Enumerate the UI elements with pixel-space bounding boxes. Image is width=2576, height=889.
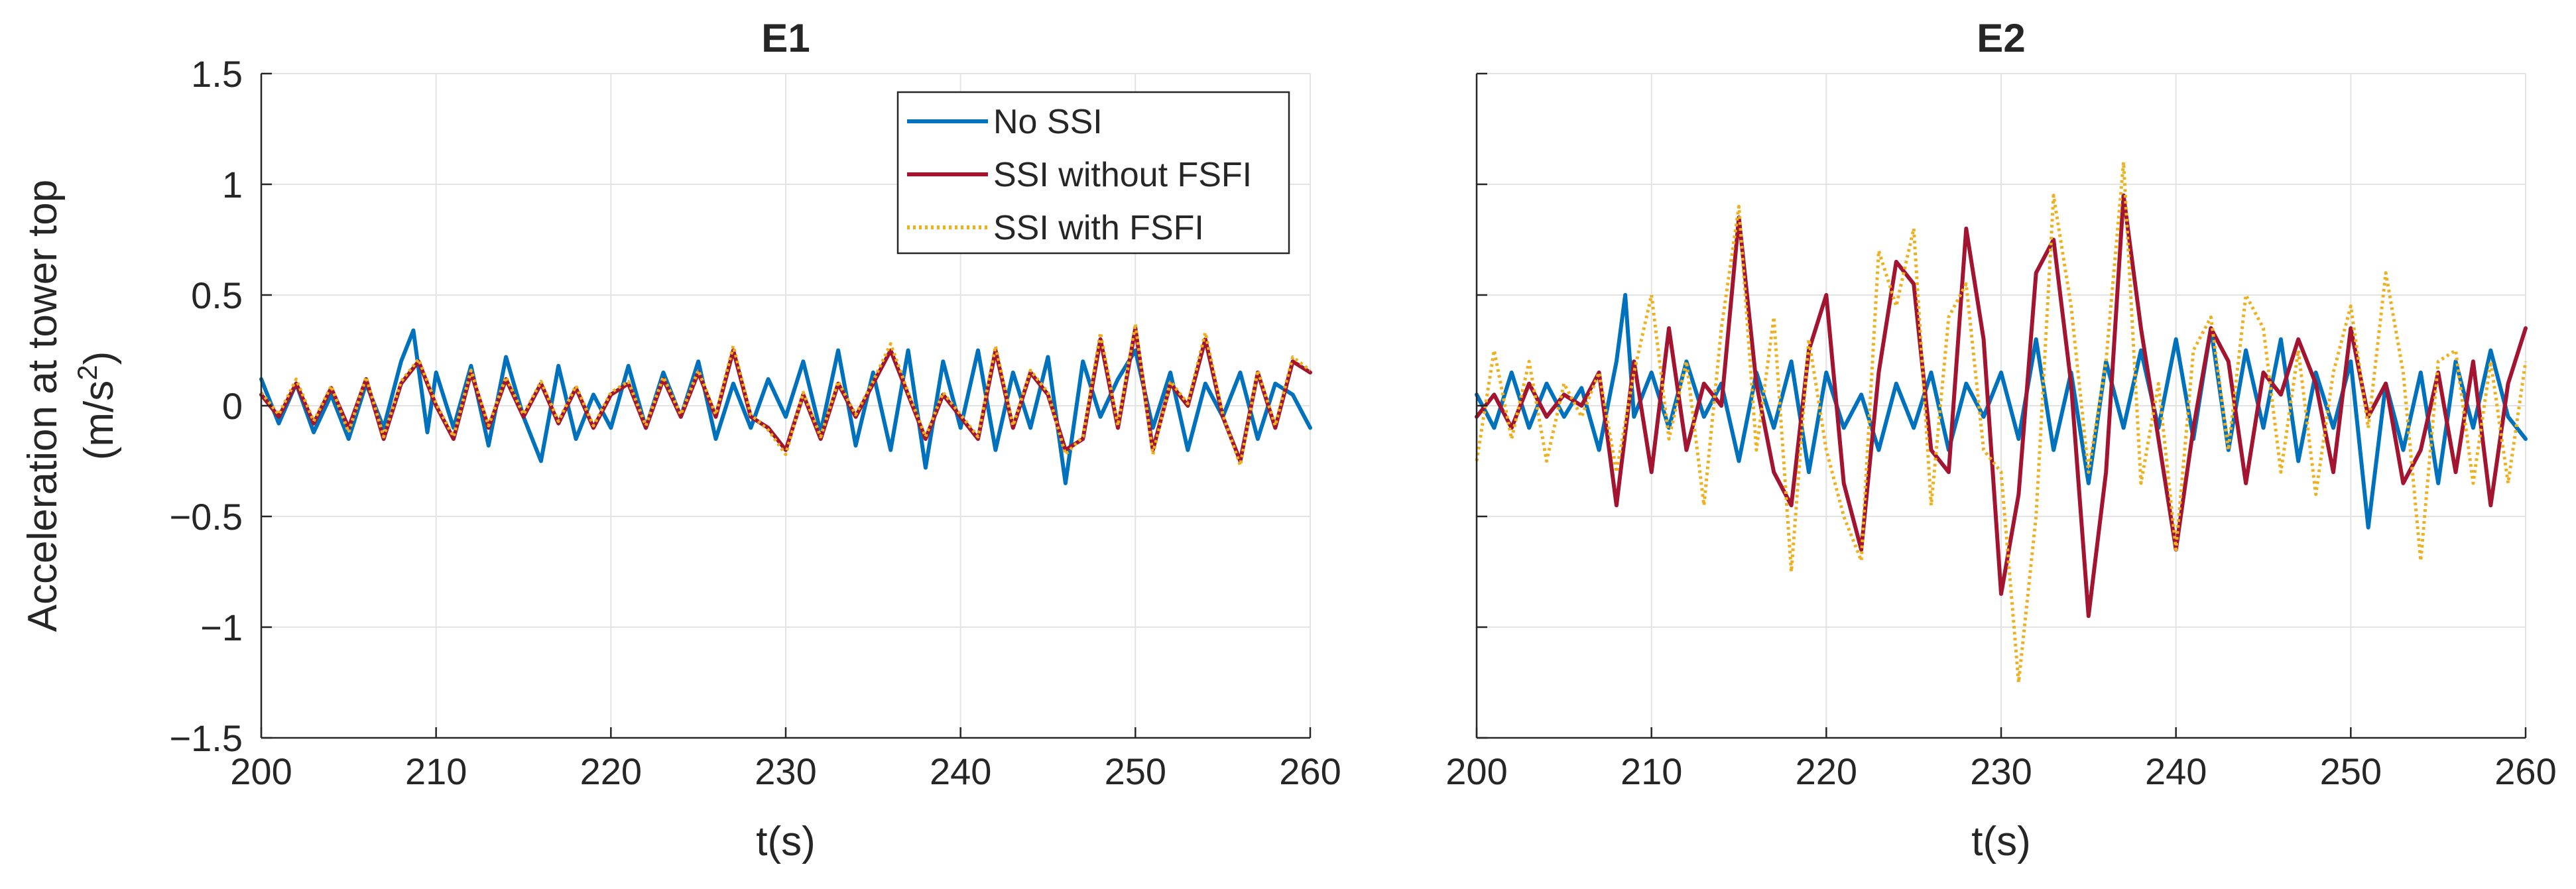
y-tick-label-e1-1: −1 xyxy=(200,607,243,648)
x-tick-label-e1-4: 240 xyxy=(930,750,991,792)
axes-e1: 200 210 220 230 240 250 260 −1.5 −1 −0.5 0 0.5 1 1.5 xyxy=(169,53,1341,792)
y-axis-unit: (m/s xyxy=(76,381,122,461)
y-tick-label-e1-2: −0.5 xyxy=(169,496,243,538)
x-tick-label-e2-0: 200 xyxy=(1445,750,1507,792)
y-tick-label-e1-4: 0.5 xyxy=(191,274,243,316)
y-axis-label-line2: (m/s2) xyxy=(72,351,122,461)
x-tick-label-e1-0: 200 xyxy=(230,750,292,792)
x-tick-label-e2-3: 230 xyxy=(1970,750,2032,792)
y-tick-label-e1-5: 1 xyxy=(222,164,243,206)
x-tick-label-e2-1: 210 xyxy=(1621,750,1682,792)
y-tick-label-e1-0: −1.5 xyxy=(169,717,243,759)
x-axis-label-e1: t(s) xyxy=(756,819,816,864)
y-axis-unit-superscript: 2 xyxy=(72,365,103,380)
y-axis-label-line1: Acceleration at tower top xyxy=(20,180,66,632)
series-line-e2-no-ssi xyxy=(1475,293,2528,530)
chart-title-e2: E2 xyxy=(1977,16,2025,60)
chart-title-e1: E1 xyxy=(761,16,810,60)
series-line-e1-ssi-with-fsfi xyxy=(260,322,1312,467)
chart-panel-e2: 200 210 220 230 240 250 260 E2 t(s) xyxy=(1445,16,2556,864)
x-tick-label-e2-2: 220 xyxy=(1796,750,1857,792)
legend-label-ssi-with-fsfi: SSI with FSFI xyxy=(993,209,1204,247)
legend: No SSI SSI without FSFI SSI with FSFI xyxy=(896,91,1290,255)
x-axis-label-e2: t(s) xyxy=(1971,819,2031,864)
x-tick-label-e1-5: 250 xyxy=(1105,750,1166,792)
x-tick-label-e1-1: 210 xyxy=(405,750,467,792)
series-line-e2-ssi-with-fsfi xyxy=(1475,160,2528,684)
y-tick-label-e1-6: 1.5 xyxy=(191,53,243,95)
series-group-e1 xyxy=(259,322,1312,485)
series-group-e2 xyxy=(1475,160,2528,684)
chart-panel-e1: 200 210 220 230 240 250 260−1.5−1−0.500.511.5 … xyxy=(20,16,1341,864)
y-tick-label-e1-3: 0 xyxy=(222,385,243,427)
x-tick-label-e2-6: 260 xyxy=(2494,750,2556,792)
x-tick-label-e1-6: 260 xyxy=(1279,750,1341,792)
series-line-e2-ssi-without-fsfi xyxy=(1475,193,2528,619)
legend-label-no-ssi: No SSI xyxy=(993,103,1103,141)
x-tick-label-e1-2: 220 xyxy=(580,750,642,792)
x-tick-label-e2-4: 240 xyxy=(2145,750,2207,792)
y-axis-unit-close: ) xyxy=(76,351,122,365)
axes-e2: 200 210 220 230 240 250 260 xyxy=(1445,72,2557,792)
legend-label-ssi-without-fsfi: SSI without FSFI xyxy=(993,156,1252,194)
x-tick-label-e2-5: 250 xyxy=(2320,750,2382,792)
x-tick-label-e1-3: 230 xyxy=(755,750,816,792)
